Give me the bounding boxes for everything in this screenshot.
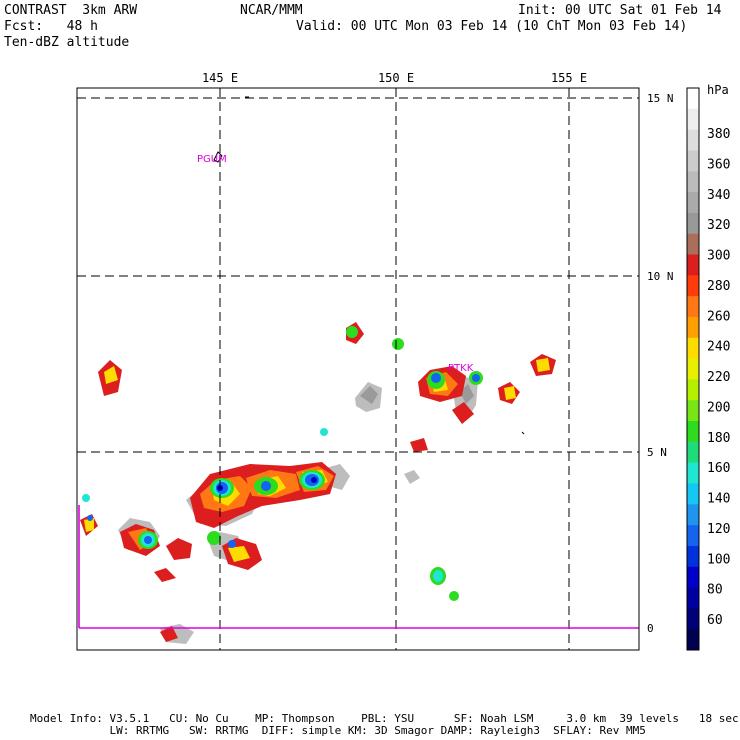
colorbar-tick-label: 80	[707, 583, 723, 598]
colorbar-tick-label: 260	[707, 309, 730, 324]
colorbar-swatch	[687, 212, 699, 235]
lat-label-5n: 5 N	[647, 446, 667, 459]
colorbar-tick-label: 200	[707, 400, 730, 415]
colorbar-swatch	[687, 88, 699, 110]
colorbar-swatch	[687, 421, 699, 443]
domain-boundary	[78, 505, 639, 629]
colorbar-swatch	[687, 129, 699, 151]
colorbar-tick-label: 140	[707, 492, 730, 507]
colorbar-swatch	[687, 441, 699, 464]
colorbar-frame	[686, 87, 700, 651]
colorbar-tick-label: 380	[707, 127, 730, 142]
colorbar-tick-label: 100	[707, 552, 730, 567]
colorbar	[687, 88, 699, 651]
colorbar-tick-label: 360	[707, 157, 730, 172]
organization: NCAR/MMM	[240, 3, 303, 18]
lat-label-15n: 15 N	[647, 92, 674, 105]
colorbar-tick-label: 120	[707, 522, 730, 537]
coastlines	[213, 96, 525, 435]
lat-label-0: 0	[647, 622, 654, 635]
colorbar-tick-label: 160	[707, 461, 730, 476]
model-info-line-2: LW: RRTMG SW: RRTMG DIFF: simple KM: 3D …	[30, 724, 646, 737]
model-info-line-1: Model Info: V3.5.1 CU: No Cu MP: Thompso…	[30, 712, 739, 725]
colorbar-swatch	[687, 587, 699, 609]
colorbar-tick-label: 240	[707, 340, 730, 355]
colorbar-tick-label: 340	[707, 188, 730, 203]
colorbar-swatch	[687, 337, 699, 360]
colorbar-swatch	[687, 254, 699, 276]
colorbar-tick-label: 300	[707, 249, 730, 264]
colorbar-tick-label: 280	[707, 279, 730, 294]
colorbar-unit: hPa	[707, 83, 729, 97]
lat-label-10n: 10 N	[647, 270, 674, 283]
colorbar-swatch	[687, 233, 699, 256]
colorbar-swatch	[687, 566, 699, 589]
colorbar-tick-label: 320	[707, 218, 730, 233]
station-pgum: PGUM	[197, 154, 227, 165]
colorbar-swatch	[687, 629, 699, 651]
colorbar-swatch	[687, 525, 699, 547]
colorbar-labels: 380 360 340 320 300 280 260 240 220 200 180 160 140 1…	[707, 127, 730, 628]
colorbar-swatch	[687, 108, 699, 131]
lon-label-155: 155 E	[551, 71, 587, 85]
lon-label-145: 145 E	[202, 71, 238, 85]
field-name: Ten-dBZ altitude	[4, 35, 130, 50]
lon-label-150: 150 E	[378, 71, 414, 85]
colorbar-swatch	[687, 150, 699, 172]
colorbar-swatch	[687, 504, 699, 526]
grid-lines	[77, 88, 639, 650]
echo-layer	[80, 322, 556, 644]
init-time: Init: 00 UTC Sat 01 Feb 14	[518, 3, 722, 18]
colorbar-swatch	[687, 316, 699, 339]
station-ptkk: PTKK	[448, 363, 474, 374]
colorbar-tick-label: 220	[707, 370, 730, 385]
colorbar-tick-label: 180	[707, 431, 730, 446]
forecast-hour: Fcst: 48 h	[4, 19, 98, 34]
colorbar-swatch	[687, 379, 699, 401]
colorbar-swatch	[687, 275, 699, 297]
colorbar-swatch	[687, 400, 699, 422]
model-title: CONTRAST 3km ARW	[4, 3, 138, 18]
colorbar-swatch	[687, 483, 699, 505]
colorbar-swatch	[687, 462, 699, 484]
colorbar-swatch	[687, 608, 699, 630]
colorbar-tick-label: 60	[707, 613, 723, 628]
colorbar-swatch	[687, 171, 699, 193]
colorbar-swatch	[687, 192, 699, 214]
colorbar-swatch	[687, 358, 699, 380]
colorbar-swatch	[687, 545, 699, 568]
colorbar-swatch	[687, 296, 699, 318]
map-frame	[76, 87, 640, 651]
valid-time: Valid: 00 UTC Mon 03 Feb 14 (10 ChT Mon …	[296, 19, 688, 34]
